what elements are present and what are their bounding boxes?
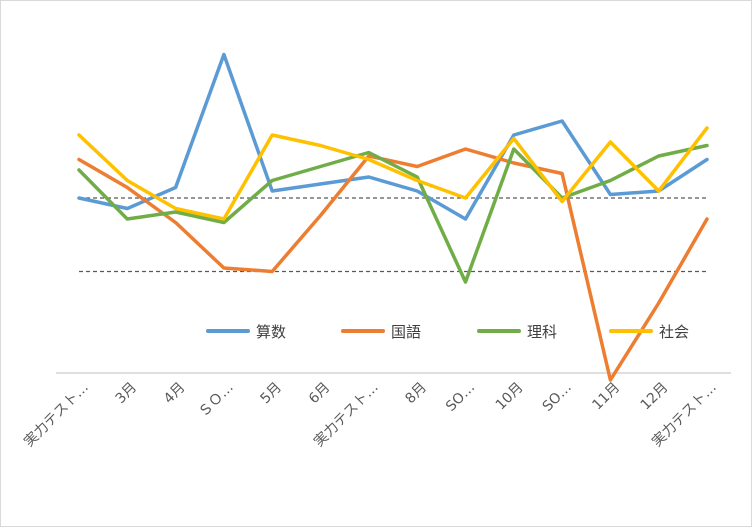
legend-label-4: 社会 [659,323,689,341]
series-lines [77,52,709,382]
x-tick-label: 11月 [589,380,623,414]
legend-label-2: 国語 [391,323,421,341]
x-tick-label: 8月 [402,380,430,408]
x-tick-label: 6月 [306,380,334,408]
x-tick-label: 4月 [161,380,189,408]
series-line-2 [77,147,709,382]
x-tick-label: SO… [540,380,575,415]
legend-label-1: 算数 [256,323,286,341]
x-tick-label: 10月 [493,380,527,414]
x-tick-label: 5月 [258,380,286,408]
x-tick-label: SO… [443,380,478,415]
series-line-4 [77,126,709,221]
x-tick-label: 3月 [113,380,141,408]
legend: 算数 国語 理科 社会 [206,323,689,341]
series-line-3 [77,143,709,284]
series-line-1 [77,52,709,221]
x-tick-label: ＳＯ… [196,380,237,421]
legend-label-3: 理科 [527,323,557,341]
x-tick-label: 実力テスト… [21,380,92,451]
x-tick-label: 12月 [638,380,672,414]
